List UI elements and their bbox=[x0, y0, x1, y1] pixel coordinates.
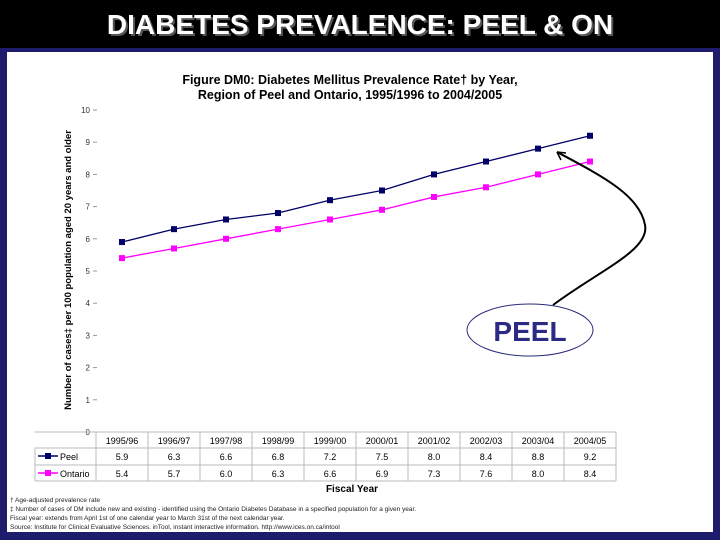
data-value-cell: 8.8 bbox=[532, 452, 545, 462]
data-value-cell: 8.4 bbox=[480, 452, 493, 462]
x-category-label: 2002/03 bbox=[470, 436, 503, 446]
legend-label: Ontario bbox=[60, 469, 90, 479]
y-tick-label: 10 bbox=[81, 106, 90, 115]
chart-title-line2: Region of Peel and Ontario, 1995/1996 to… bbox=[198, 88, 502, 102]
data-point bbox=[171, 245, 177, 252]
data-point bbox=[483, 158, 489, 165]
legend-label: Peel bbox=[60, 452, 78, 462]
data-point bbox=[327, 216, 333, 223]
data-point bbox=[535, 145, 541, 152]
data-value-cell: 9.2 bbox=[584, 452, 597, 462]
data-value-cell: 5.9 bbox=[116, 452, 129, 462]
x-category-label: 1996/97 bbox=[158, 436, 191, 446]
y-tick-label: 9 bbox=[86, 138, 91, 147]
data-value-cell: 8.4 bbox=[584, 469, 597, 479]
data-point bbox=[171, 226, 177, 233]
data-point bbox=[119, 255, 125, 262]
y-axis-label: Number of cases‡ per 100 population aged… bbox=[63, 130, 74, 410]
data-value-cell: 6.8 bbox=[272, 452, 285, 462]
data-value-cell: 7.6 bbox=[480, 469, 493, 479]
data-value-cell: 6.6 bbox=[324, 469, 337, 479]
data-point bbox=[587, 132, 593, 139]
footnote: ‡ Number of cases of DM include new and … bbox=[10, 506, 416, 513]
data-point bbox=[119, 239, 125, 246]
y-tick-label: 1 bbox=[86, 396, 91, 405]
x-axis-label: Fiscal Year bbox=[326, 484, 378, 495]
data-value-cell: 8.0 bbox=[428, 452, 441, 462]
callout-arrow bbox=[552, 151, 647, 306]
callout-label: PEEL bbox=[493, 316, 566, 347]
data-value-cell: 6.0 bbox=[220, 469, 233, 479]
data-point bbox=[223, 235, 229, 242]
x-category-label: 1995/96 bbox=[106, 436, 139, 446]
x-category-label: 2000/01 bbox=[366, 436, 399, 446]
data-point bbox=[327, 197, 333, 204]
series-line-peel bbox=[121, 135, 591, 243]
slide-title: DIABETES PREVALENCE: PEEL & ON bbox=[0, 0, 720, 48]
data-point bbox=[431, 193, 437, 200]
footnote: Fiscal year: extends from April 1st of o… bbox=[10, 515, 285, 522]
y-tick-label: 4 bbox=[86, 299, 91, 308]
data-point bbox=[275, 226, 281, 233]
data-point bbox=[483, 184, 489, 191]
data-value-cell: 7.2 bbox=[324, 452, 337, 462]
y-tick-label: 2 bbox=[86, 364, 91, 373]
data-point bbox=[275, 210, 281, 217]
data-value-cell: 6.9 bbox=[376, 469, 389, 479]
data-value-cell: 5.7 bbox=[168, 469, 181, 479]
chart-panel bbox=[7, 52, 713, 532]
chart-title-line1: Figure DM0: Diabetes Mellitus Prevalence… bbox=[182, 73, 517, 87]
y-tick-label: 7 bbox=[86, 203, 91, 212]
footnote: Source: Institute for Clinical Evaluativ… bbox=[10, 524, 340, 531]
x-category-label: 1999/00 bbox=[314, 436, 347, 446]
data-point bbox=[587, 158, 593, 165]
x-category-label: 2001/02 bbox=[418, 436, 451, 446]
data-value-cell: 7.5 bbox=[376, 452, 389, 462]
data-point bbox=[379, 187, 385, 194]
y-tick-label: 5 bbox=[86, 267, 91, 276]
y-tick-label: 6 bbox=[86, 235, 91, 244]
footnote: † Age-adjusted prevalence rate bbox=[10, 497, 100, 504]
arrow-head-icon bbox=[556, 151, 567, 161]
legend-marker bbox=[45, 470, 51, 476]
data-point bbox=[379, 206, 385, 213]
x-category-label: 1998/99 bbox=[262, 436, 295, 446]
x-category-label: 2004/05 bbox=[574, 436, 607, 446]
legend-marker bbox=[45, 453, 51, 459]
data-value-cell: 8.0 bbox=[532, 469, 545, 479]
y-tick-label: 3 bbox=[86, 331, 91, 340]
x-category-label: 2003/04 bbox=[522, 436, 555, 446]
x-category-label: 1997/98 bbox=[210, 436, 243, 446]
data-value-cell: 5.4 bbox=[116, 469, 129, 479]
y-tick-label: 8 bbox=[86, 170, 91, 179]
data-value-cell: 6.3 bbox=[272, 469, 285, 479]
data-value-cell: 7.3 bbox=[428, 469, 441, 479]
series-line-ontario bbox=[121, 160, 591, 259]
data-value-cell: 6.6 bbox=[220, 452, 233, 462]
data-value-cell: 6.3 bbox=[168, 452, 181, 462]
callout-ellipse bbox=[466, 303, 594, 357]
data-point bbox=[223, 216, 229, 223]
data-point bbox=[535, 171, 541, 178]
data-point bbox=[431, 171, 437, 178]
